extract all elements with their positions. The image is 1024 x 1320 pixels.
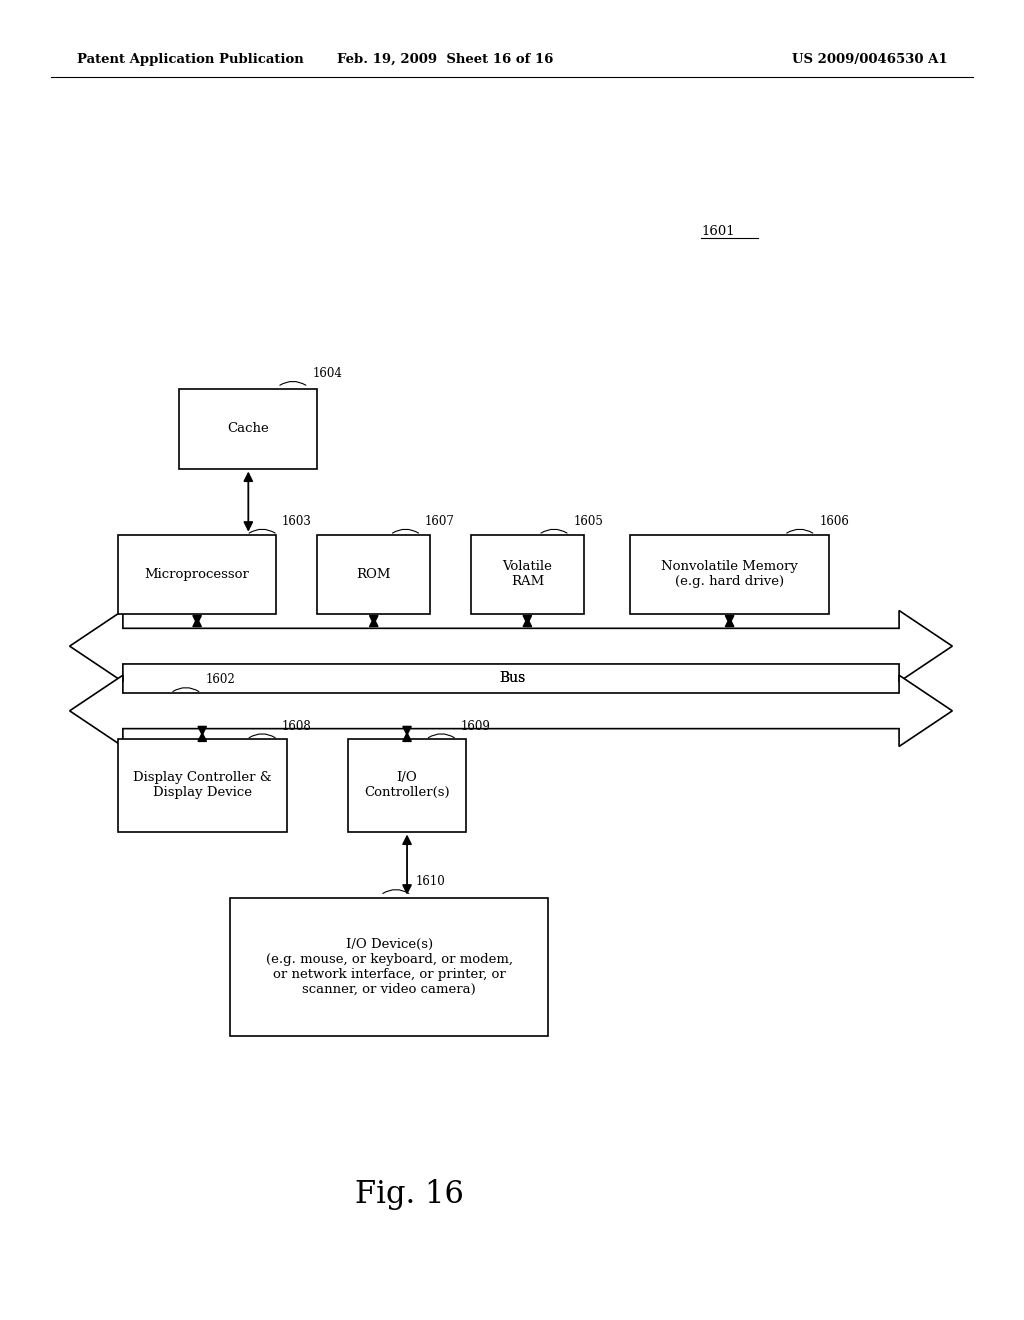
Bar [348,739,466,832]
Text: Patent Application Publication: Patent Application Publication [77,53,303,66]
Text: Volatile
RAM: Volatile RAM [503,560,552,589]
Text: I/O
Controller(s): I/O Controller(s) [365,771,450,800]
Bar [630,535,829,614]
Bar [179,389,317,469]
Polygon shape [70,676,952,747]
Text: US 2009/0046530 A1: US 2009/0046530 A1 [792,53,947,66]
Text: 1602: 1602 [205,673,236,686]
Polygon shape [70,610,952,681]
Text: 1607: 1607 [425,515,455,528]
Bar [471,535,584,614]
Text: Cache: Cache [227,422,269,436]
Text: Nonvolatile Memory
(e.g. hard drive): Nonvolatile Memory (e.g. hard drive) [662,560,798,589]
Text: 1608: 1608 [282,719,311,733]
Text: I/O Device(s)
(e.g. mouse, or keyboard, or modem,
or network interface, or print: I/O Device(s) (e.g. mouse, or keyboard, … [265,939,513,995]
Text: Display Controller &
Display Device: Display Controller & Display Device [133,771,271,800]
Bar [230,898,548,1036]
Bar [317,535,430,614]
Text: Feb. 19, 2009  Sheet 16 of 16: Feb. 19, 2009 Sheet 16 of 16 [337,53,554,66]
Text: Bus: Bus [499,672,525,685]
Text: 1609: 1609 [461,719,490,733]
Text: ROM: ROM [356,568,391,581]
Text: 1603: 1603 [282,515,311,528]
Text: 1604: 1604 [312,367,342,380]
Text: 1606: 1606 [819,515,849,528]
Text: Microprocessor: Microprocessor [144,568,250,581]
Text: Bus: Bus [499,672,525,685]
Text: Fig. 16: Fig. 16 [355,1179,464,1210]
Text: 1601: 1601 [701,224,735,238]
Text: 1610: 1610 [416,875,445,888]
Bar [118,535,276,614]
Text: 1605: 1605 [573,515,603,528]
Bar [118,739,287,832]
